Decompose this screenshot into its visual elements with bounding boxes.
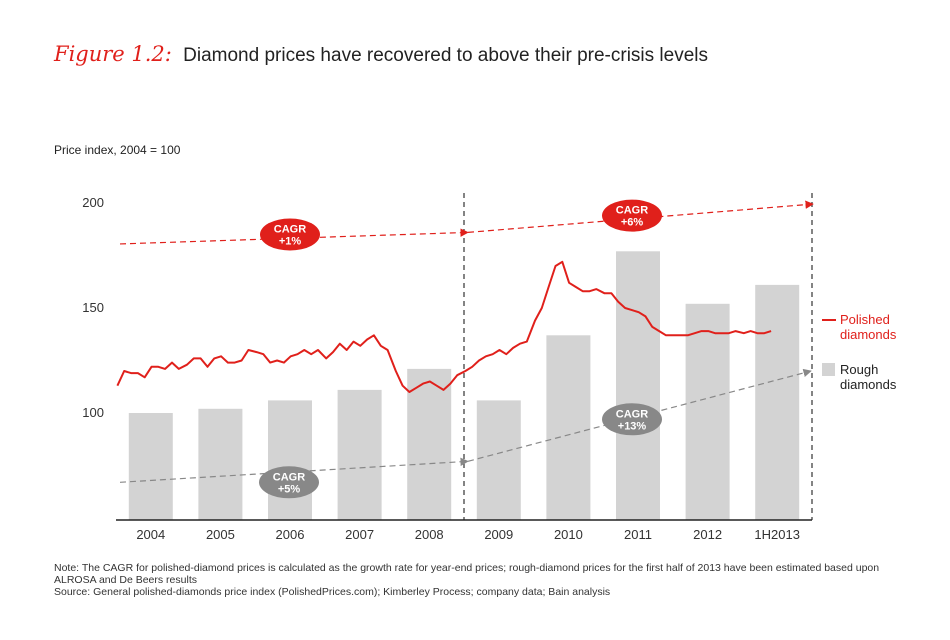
cagr-bubble-2: CAGR+5% xyxy=(259,466,319,499)
legend-rough-label-1: Rough xyxy=(840,362,878,377)
cagr-bubble-4: CAGR+13% xyxy=(602,403,662,436)
footnote: Note: The CAGR for polished-diamond pric… xyxy=(54,562,914,598)
cagr-bubble-shape xyxy=(260,218,320,251)
x-tick-label-2010: 2010 xyxy=(554,527,583,542)
polished-line-group xyxy=(116,260,772,393)
cagr-bubble-label: CAGR xyxy=(274,224,306,236)
cagr-bubble-label: CAGR xyxy=(273,471,305,483)
footnote-note: Note: The CAGR for polished-diamond pric… xyxy=(54,562,880,586)
figure-title-text: Diamond prices have recovered to above t… xyxy=(183,45,709,66)
figure-title: Figure 1.2: Diamond prices have recovere… xyxy=(54,42,708,67)
bar-rough-2007 xyxy=(337,389,382,520)
trend-rough-2009-2013 xyxy=(467,368,812,462)
x-tick-label-2006: 2006 xyxy=(276,527,305,542)
bubbles-group: CAGR+1%CAGR+5%CAGR+6%CAGR+13% xyxy=(259,199,662,499)
x-tick-label-2012: 2012 xyxy=(693,527,722,542)
figure-label: Figure 1.2: xyxy=(54,42,172,66)
cagr-bubble-shape xyxy=(602,403,662,436)
x-tick-label-2004: 2004 xyxy=(136,527,165,542)
legend-polished-label-1: Polished xyxy=(840,312,890,327)
cagr-bubble-shape xyxy=(259,466,319,499)
bar-rough-2009 xyxy=(476,400,521,520)
legend-rough-label-2: diamonds xyxy=(840,377,897,392)
legend-rough-swatch xyxy=(822,363,835,376)
bar-rough-2011 xyxy=(616,251,660,521)
cagr-bubble-3: CAGR+6% xyxy=(602,199,662,232)
bar-rough-2012 xyxy=(685,303,730,520)
cagr-bubble-label: CAGR xyxy=(616,408,648,420)
bar-rough-2006 xyxy=(268,400,312,520)
cagr-bubble-shape xyxy=(602,199,662,232)
line-polished xyxy=(116,260,772,393)
bar-rough-2010 xyxy=(546,335,591,520)
y-tick-label-200: 200 xyxy=(82,195,104,210)
bar-rough-2008 xyxy=(407,368,452,520)
footnote-source: Source: General polished-diamonds price … xyxy=(54,586,611,598)
cagr-bubble-value: +13% xyxy=(618,420,647,432)
x-tick-label-2011: 2011 xyxy=(624,527,652,542)
x-tick-label-2007: 2007 xyxy=(345,527,374,542)
bar-rough-1H2013 xyxy=(755,284,800,520)
bars-group xyxy=(128,251,800,521)
x-tick-label-1H2013: 1H2013 xyxy=(754,527,800,542)
y-tick-label-150: 150 xyxy=(82,300,104,315)
bar-rough-2004 xyxy=(128,413,173,520)
cagr-bubble-label: CAGR xyxy=(616,205,648,217)
bar-rough-2005 xyxy=(198,408,243,520)
x-tick-label-2009: 2009 xyxy=(484,527,513,542)
y-tick-label-100: 100 xyxy=(82,405,104,420)
x-tick-label-2008: 2008 xyxy=(415,527,444,542)
legend-polished-label-2: diamonds xyxy=(840,327,897,342)
y-axis-title: Price index, 2004 = 100 xyxy=(54,143,181,157)
cagr-bubble-value: +6% xyxy=(621,217,644,229)
cagr-bubble-value: +1% xyxy=(279,236,302,248)
cagr-bubble-value: +5% xyxy=(278,483,301,495)
axes-group: 100 150 200 2004 2005 2006 2007 2008 2009 2010 201… xyxy=(82,195,812,542)
cagr-bubble-1: CAGR+1% xyxy=(260,218,320,251)
x-tick-label-2005: 2005 xyxy=(206,527,235,542)
